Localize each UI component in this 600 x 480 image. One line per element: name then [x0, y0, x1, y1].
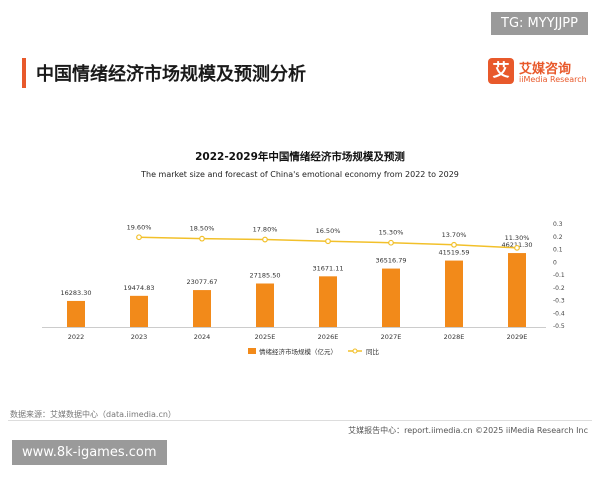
chart-subtitle: The market size and forecast of China's …	[140, 170, 459, 179]
bar-2028E	[445, 260, 463, 327]
bar-label-2022: 16283.30	[60, 289, 91, 297]
yoy-point-2025E	[262, 236, 268, 243]
bar-label-2023: 19474.83	[123, 284, 154, 292]
bar-label-2024: 23077.67	[186, 278, 217, 286]
title-accent-bar	[22, 58, 26, 88]
bar-series: 16283.30 19474.83 23077.67 27185.50 31671.11…	[60, 241, 533, 327]
chart-title: 2022-2029年中国情绪经济市场规模及预测	[195, 150, 405, 163]
x-axis: 2022 2023 2024 2025E 2026E 2027E 2028E 2029E	[42, 327, 546, 341]
x-tick-2022: 2022	[68, 333, 85, 341]
yoy-point-2027E	[388, 239, 394, 246]
yoy-label-2026E: 16.50%	[316, 227, 341, 235]
bar-label-2027E: 36516.79	[375, 257, 406, 265]
yoy-label-2027E: 15.30%	[379, 229, 404, 237]
bar-2024	[193, 290, 211, 327]
footer-divider	[8, 420, 592, 421]
yoy-label-2025E: 17.80%	[253, 226, 278, 234]
market-size-chart: 2022-2029年中国情绪经济市场规模及预测 The market size …	[42, 150, 565, 356]
page-title: 中国情绪经济市场规模及预测分析	[36, 64, 306, 85]
yoy-label-2028E: 13.70%	[442, 231, 467, 239]
chart-legend: 情绪经济市场规模（亿元） 同比	[248, 347, 380, 356]
yoy-label-2024: 18.50%	[190, 225, 215, 233]
yoy-point-2024	[199, 235, 205, 242]
line-series: 19.60% 18.50% 17.80% 16.50% 15.30% 13.70% 11.3…	[127, 223, 530, 251]
x-tick-2027E: 2027E	[381, 333, 402, 341]
y2-tick-0: 0	[553, 259, 557, 266]
footer-credits: 艾媒报告中心：report.iimedia.cn ©2025 iiMedia R…	[348, 426, 588, 435]
logo-en-text: iiMedia Research	[519, 75, 587, 84]
watermark-bottom: www.8k-igames.com	[12, 440, 167, 465]
y2-tick--0.5: -0.5	[553, 323, 565, 330]
x-tick-2025E: 2025E	[255, 333, 276, 341]
legend-bar-swatch	[248, 348, 256, 354]
x-tick-2029E: 2029E	[507, 333, 528, 341]
yoy-point-2028E	[451, 241, 457, 248]
legend-line-marker	[352, 348, 358, 354]
y2-tick--0.2: -0.2	[553, 285, 565, 292]
x-tick-2024: 2024	[194, 333, 211, 341]
x-tick-2023: 2023	[131, 333, 148, 341]
bar-label-2025E: 27185.50	[249, 272, 280, 280]
bar-2027E	[382, 268, 400, 327]
data-source-note: 数据来源：艾媒数据中心（data.iimedia.cn）	[10, 410, 176, 419]
x-tick-2028E: 2028E	[444, 333, 465, 341]
bar-2023	[130, 295, 148, 327]
bar-2029E	[508, 253, 526, 327]
watermark-top: TG: MYYJJPP	[491, 12, 588, 35]
bar-label-2026E: 31671.11	[312, 264, 343, 272]
logo-mark-icon: 艾	[488, 58, 514, 84]
y2-tick--0.1: -0.1	[553, 272, 565, 279]
bar-label-2028E: 41519.59	[438, 249, 469, 257]
yoy-point-2029E	[514, 244, 520, 251]
bar-2025E	[256, 283, 274, 327]
bar-2022	[67, 300, 85, 327]
y2-axis: 0.3 0.2 0.1 0 -0.1 -0.2 -0.3 -0.4 -0.5	[553, 221, 565, 330]
legend-line-label: 同比	[366, 347, 380, 356]
yoy-point-2023	[136, 234, 142, 241]
logo-cn-text: 艾媒咨询	[519, 62, 572, 77]
y2-tick--0.3: -0.3	[553, 298, 565, 305]
x-tick-2026E: 2026E	[318, 333, 339, 341]
yoy-label-2023: 19.60%	[127, 223, 152, 231]
y2-tick--0.4: -0.4	[553, 310, 565, 317]
y2-tick-0.2: 0.2	[553, 234, 563, 241]
y2-tick-0.3: 0.3	[553, 221, 563, 228]
bar-2026E	[319, 276, 337, 327]
yoy-point-2026E	[325, 238, 331, 245]
y2-tick-0.1: 0.1	[553, 247, 563, 254]
brand-logo: 艾 艾媒咨询 iiMedia Research	[488, 56, 588, 96]
yoy-label-2029E: 11.30%	[505, 234, 530, 242]
legend-bar-label: 情绪经济市场规模（亿元）	[259, 347, 337, 356]
